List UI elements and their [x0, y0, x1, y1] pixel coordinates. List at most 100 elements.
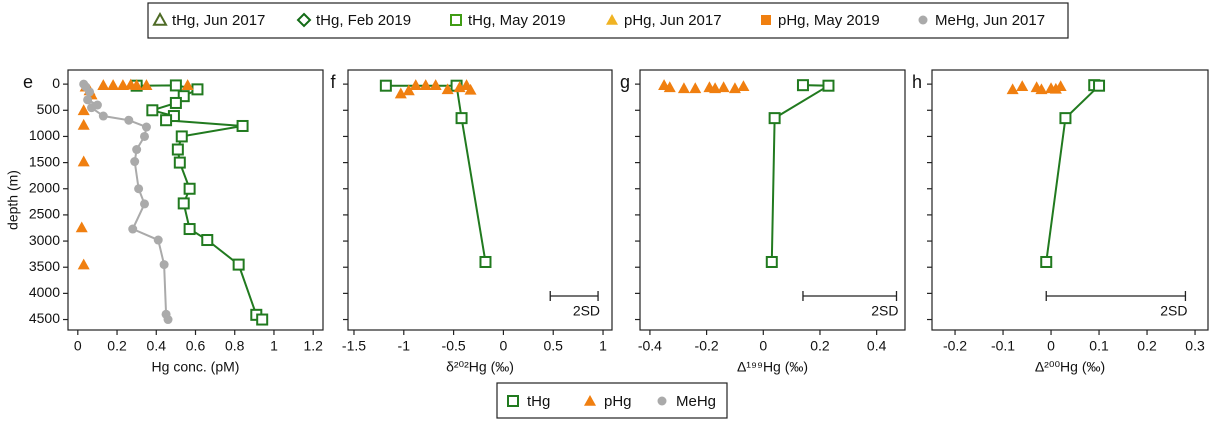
scale-bar-label: 2SD [871, 303, 898, 319]
legend-marker [761, 15, 771, 25]
x-tick-label: -0.2 [943, 338, 967, 354]
x-tick-label: 0.2 [810, 338, 830, 354]
data-point [768, 112, 781, 125]
legend-label: pHg, May 2019 [778, 12, 880, 29]
x-tick-label: 0.4 [147, 338, 167, 354]
plot-frame [931, 69, 1209, 331]
data-point [98, 111, 108, 121]
plot-frame [347, 69, 613, 331]
x-axis-title: Hg conc. (pM) [152, 359, 240, 375]
data-point [409, 79, 422, 90]
y-tick-label: 1000 [29, 127, 60, 143]
data-point [1093, 79, 1106, 92]
x-tick-label: 0.4 [867, 338, 887, 354]
data-point [134, 184, 144, 194]
data-point [171, 143, 184, 156]
x-tick-label: 0.6 [186, 338, 206, 354]
series-line [770, 84, 832, 263]
data-point [77, 104, 90, 116]
legend-marker [584, 395, 596, 406]
data-point [173, 156, 186, 169]
data-point [455, 112, 468, 125]
data-point [177, 197, 190, 210]
legend-marker [152, 11, 168, 26]
legend-marker [606, 14, 618, 25]
legend-label: pHg, Jun 2017 [624, 12, 722, 29]
x-tick-label: 0.2 [1137, 338, 1157, 354]
data-point [236, 119, 249, 132]
data-point [464, 83, 477, 95]
data-point [75, 221, 88, 233]
legend-label: tHg, Jun 2017 [172, 12, 265, 29]
y-tick-label: 0 [52, 75, 60, 91]
data-point [140, 199, 149, 209]
panel-letter: e [23, 72, 33, 92]
panel-letter: g [620, 72, 630, 92]
data-point [77, 155, 90, 167]
y-tick-label: 3000 [29, 232, 60, 248]
data-point [77, 118, 90, 130]
x-tick-label: -0.1 [991, 338, 1015, 354]
x-tick-label: 0 [759, 338, 767, 354]
data-point [97, 79, 110, 90]
data-point [130, 79, 143, 90]
plot-frame [639, 69, 906, 331]
x-tick-label: 1 [599, 338, 607, 354]
legend-label: MeHg, Jun 2017 [935, 12, 1045, 29]
data-point [402, 84, 415, 96]
data-point [822, 79, 835, 92]
data-point [128, 224, 138, 234]
data-point [1016, 80, 1029, 92]
legend-label: tHg, May 2019 [468, 12, 566, 29]
x-tick-label: -0.5 [442, 338, 466, 354]
scale-bar-label: 2SD [573, 303, 600, 319]
top-legend-box [147, 2, 1069, 39]
data-point [677, 82, 690, 94]
y-tick-label: 500 [37, 101, 61, 117]
data-point [232, 258, 245, 271]
data-point [1054, 80, 1067, 92]
data-point [169, 96, 182, 109]
legend-marker [450, 14, 462, 26]
data-point [77, 258, 90, 270]
x-tick-label: 0.1 [1089, 338, 1109, 354]
x-tick-label: 0 [500, 338, 508, 354]
data-point [717, 81, 730, 93]
data-point [441, 83, 454, 95]
y-tick-label: 2500 [29, 206, 60, 222]
data-point [765, 255, 778, 268]
x-tick-label: -0.2 [695, 338, 719, 354]
x-axis-title: Δ²⁰⁰Hg (‰) [1035, 359, 1105, 375]
legend-marker [918, 15, 928, 25]
plot-frame [67, 69, 324, 331]
x-tick-label: 1.2 [303, 338, 323, 354]
legend-label: tHg [527, 393, 550, 410]
data-point [429, 79, 442, 90]
legend-marker [507, 395, 519, 407]
x-axis-title: Δ¹⁹⁹Hg (‰) [737, 359, 808, 375]
series-line [1045, 84, 1102, 263]
x-tick-label: 0.5 [543, 338, 563, 354]
data-point [124, 115, 134, 125]
y-axis-title: depth (m) [5, 170, 21, 230]
data-point [1040, 255, 1053, 268]
data-point [689, 82, 702, 94]
x-tick-label: -1.5 [342, 338, 366, 354]
data-point [177, 90, 190, 103]
x-tick-label: 0.2 [107, 338, 127, 354]
data-point [160, 114, 173, 127]
x-tick-label: -1 [398, 338, 411, 354]
data-point [140, 79, 153, 90]
y-tick-label: 4000 [29, 284, 60, 300]
legend-label: pHg [604, 393, 632, 410]
data-point [256, 313, 269, 326]
data-point [116, 79, 129, 90]
bottom-legend-box [496, 382, 728, 419]
data-point [85, 87, 95, 97]
x-tick-label: 1 [270, 338, 278, 354]
data-point [737, 80, 750, 92]
data-point [1059, 112, 1072, 125]
data-point [146, 104, 159, 117]
data-point [479, 255, 492, 268]
data-point [141, 122, 151, 132]
